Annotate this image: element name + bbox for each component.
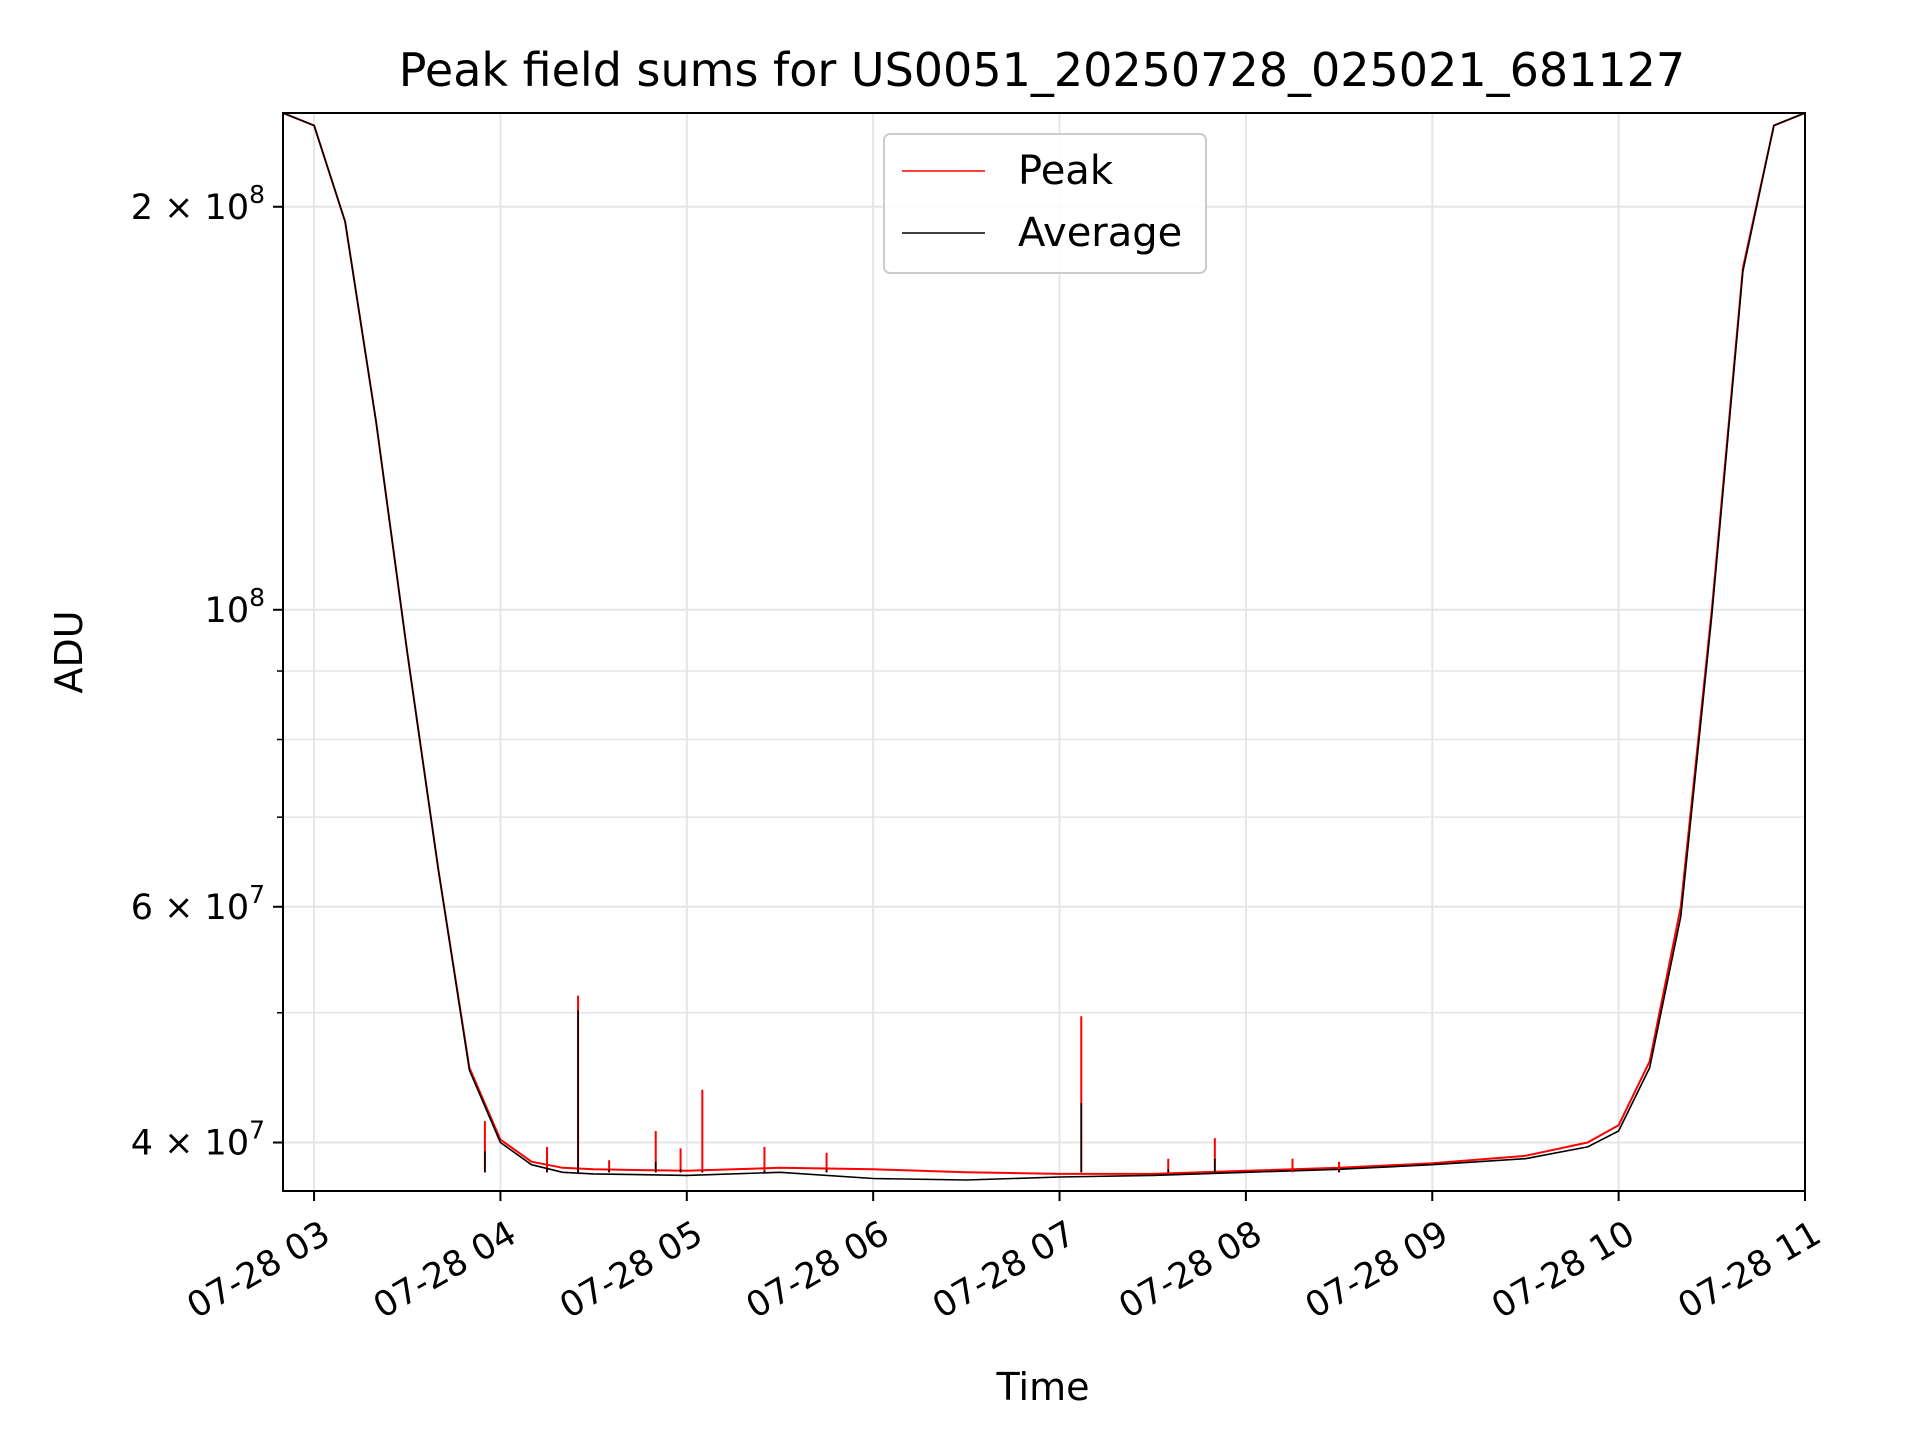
chart-title: Peak field sums for US0051_20250728_0250… — [399, 43, 1685, 97]
legend-label-peak: Peak — [1018, 148, 1114, 194]
legend-box — [883, 133, 1207, 274]
y-tick-label: 6 × 107 — [131, 880, 265, 928]
y-tick-label: 2 × 108 — [131, 180, 265, 228]
y-axis-label: ADU — [47, 610, 91, 693]
plot-frame — [282, 112, 1806, 1192]
series-layer — [282, 112, 1806, 1181]
y-tick-label: 108 — [205, 583, 265, 631]
legend-label-average: Average — [1018, 210, 1182, 256]
y-tick-label: 4 × 107 — [131, 1116, 265, 1164]
series-line-average — [282, 112, 1806, 1181]
legend: Peak Average — [883, 133, 1207, 274]
x-axis-label: Time — [996, 1365, 1090, 1409]
